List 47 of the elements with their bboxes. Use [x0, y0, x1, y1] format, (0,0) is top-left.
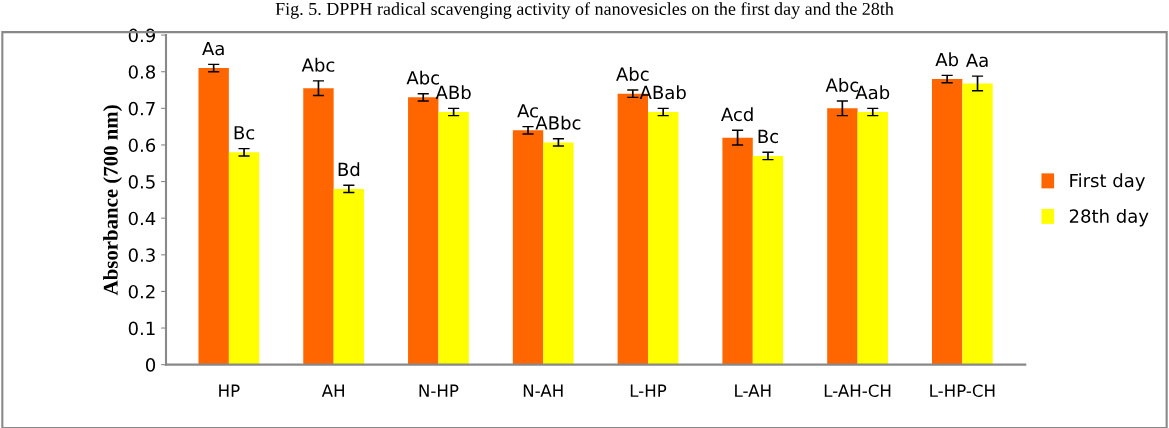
bar [438, 111, 469, 365]
y-tick-label: 0.5 [128, 175, 155, 189]
x-tick-label: L-AH [735, 384, 771, 397]
bar [333, 188, 365, 365]
y-tick-label: 0.1 [128, 321, 155, 336]
y-tick-label: 0.7 [128, 101, 155, 116]
bar [198, 68, 229, 365]
y-axis-title: Absorbance (700 nm) [103, 105, 123, 296]
x-tick-label: L-HP-CH [930, 384, 995, 397]
data-label: Abc [301, 57, 335, 72]
bar [827, 108, 858, 365]
data-label: Abc [406, 70, 439, 85]
y-tick-label: 0.3 [128, 248, 155, 262]
data-label: Bd [338, 162, 360, 177]
bar [962, 83, 993, 365]
x-tick-label: N-AH [523, 384, 563, 397]
bar [722, 137, 753, 365]
data-label: ABab [639, 85, 686, 100]
bar [752, 155, 784, 365]
chart-title: Fig. 5. DPPH radical scavenging activity of nanovesicles on the first day and the 28th [275, 2, 894, 19]
legend-label: First day [1070, 173, 1145, 191]
bar [648, 111, 679, 365]
data-label: Bc [234, 126, 255, 140]
data-label: Bc [758, 129, 779, 144]
data-label: ABb [435, 85, 471, 100]
x-tick-label: HP [219, 384, 240, 397]
data-label: Ab [935, 52, 959, 67]
data-label: Abc [616, 66, 649, 81]
y-tick-label: 0.2 [128, 284, 155, 299]
y-tick-label: 0.6 [128, 138, 156, 153]
data-label: Acd [721, 107, 753, 122]
x-tick-label: L-AH-CH [824, 384, 891, 397]
y-tick-label: 0.4 [128, 211, 156, 226]
x-tick-label: AH [321, 384, 344, 397]
bar [931, 79, 963, 365]
bar [512, 130, 544, 365]
bar [228, 152, 260, 365]
bar [857, 111, 888, 365]
x-tick-label: L-HP [630, 384, 667, 397]
y-tick-label: 0 [145, 358, 156, 372]
data-label: Aa [202, 41, 224, 56]
bar [303, 88, 334, 365]
data-label: Aa [965, 53, 988, 68]
x-tick-label: N-HP [419, 384, 459, 397]
legend-label: 28th day [1069, 208, 1149, 227]
y-tick-label: 0.8 [128, 65, 156, 79]
bar [543, 142, 574, 365]
